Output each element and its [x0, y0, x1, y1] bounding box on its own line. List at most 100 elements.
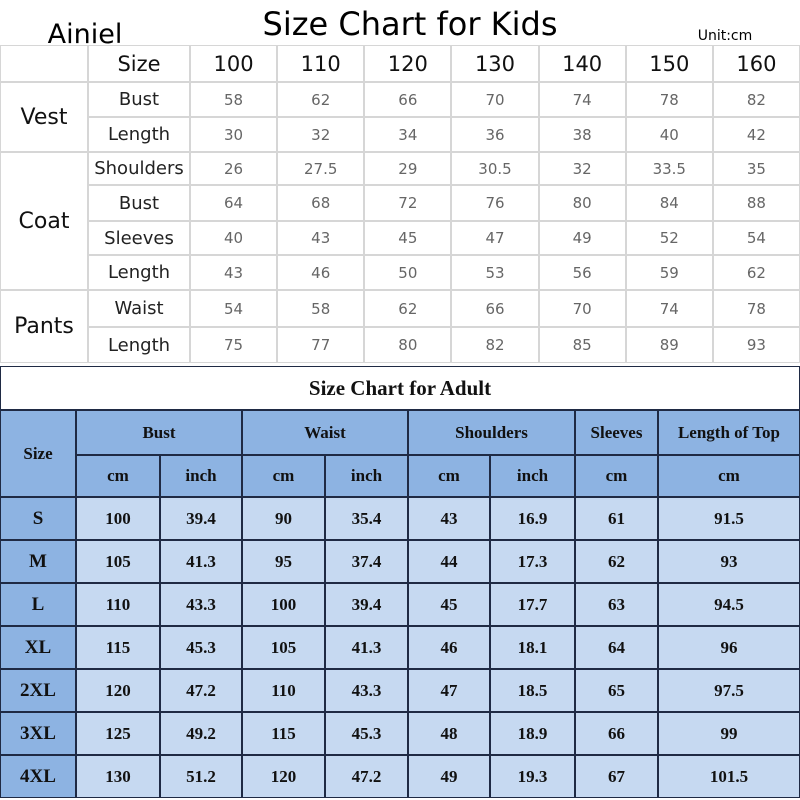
value-cell: 62 — [277, 82, 365, 117]
value-cell: 32 — [538, 152, 626, 185]
value-cell: 88 — [712, 185, 800, 221]
value-cell: 54 — [712, 221, 800, 255]
size-header: Size — [0, 410, 76, 497]
value-cell: 91.5 — [658, 497, 800, 540]
value-cell: 40 — [625, 117, 713, 152]
value-cell: 33.5 — [625, 152, 713, 185]
value-cell: 130 — [76, 755, 160, 798]
value-cell: 45 — [364, 221, 452, 255]
value-cell: 18.1 — [490, 626, 575, 669]
value-cell: 62 — [712, 255, 800, 290]
value-cell: 80 — [364, 327, 452, 363]
value-cell: 110 — [242, 669, 325, 712]
value-cell: 32 — [277, 117, 365, 152]
unit-header: cm — [575, 455, 658, 497]
value-cell: 84 — [625, 185, 713, 221]
value-cell: 48 — [408, 712, 490, 755]
column-header: Sleeves — [575, 410, 658, 455]
value-cell: 40 — [190, 221, 278, 255]
value-cell: 30 — [190, 117, 278, 152]
value-cell: 95 — [242, 540, 325, 583]
value-cell: 49 — [408, 755, 490, 798]
value-cell: 110 — [76, 583, 160, 626]
kids-title: Size Chart for Kids — [262, 5, 558, 43]
value-cell: 77 — [277, 327, 365, 363]
value-cell: 41.3 — [160, 540, 242, 583]
row-label: Waist — [88, 290, 190, 327]
value-cell: 72 — [364, 185, 452, 221]
value-cell: 59 — [625, 255, 713, 290]
value-cell: 74 — [625, 290, 713, 327]
value-cell: 47 — [408, 669, 490, 712]
size-cell: S — [0, 497, 76, 540]
value-cell: 18.5 — [490, 669, 575, 712]
column-header: Shoulders — [408, 410, 575, 455]
value-cell: 54 — [190, 290, 278, 327]
value-cell: 29 — [364, 152, 452, 185]
value-cell: 65 — [575, 669, 658, 712]
value-cell: 115 — [242, 712, 325, 755]
value-cell: 64 — [575, 626, 658, 669]
value-cell: 18.9 — [490, 712, 575, 755]
value-cell: 63 — [575, 583, 658, 626]
value-cell: 62 — [575, 540, 658, 583]
size-header: 140 — [538, 45, 626, 82]
value-cell: 46 — [408, 626, 490, 669]
value-cell: 120 — [242, 755, 325, 798]
value-cell: 66 — [364, 82, 452, 117]
value-cell: 94.5 — [658, 583, 800, 626]
value-cell: 101.5 — [658, 755, 800, 798]
value-cell: 52 — [625, 221, 713, 255]
value-cell: 42 — [712, 117, 800, 152]
value-cell: 90 — [242, 497, 325, 540]
row-label: Length — [88, 327, 190, 363]
value-cell: 70 — [538, 290, 626, 327]
value-cell: 43 — [277, 221, 365, 255]
value-cell: 50 — [364, 255, 452, 290]
value-cell: 39.4 — [325, 583, 408, 626]
unit-header: inch — [325, 455, 408, 497]
value-cell: 58 — [190, 82, 278, 117]
size-header: Size — [88, 45, 190, 82]
size-header: 100 — [190, 45, 278, 82]
value-cell: 66 — [451, 290, 539, 327]
value-cell: 47 — [451, 221, 539, 255]
value-cell: 105 — [242, 626, 325, 669]
size-header: 150 — [625, 45, 713, 82]
value-cell: 35 — [712, 152, 800, 185]
value-cell: 43.3 — [325, 669, 408, 712]
value-cell: 76 — [451, 185, 539, 221]
value-cell: 125 — [76, 712, 160, 755]
brand: Ainiel — [47, 18, 123, 50]
value-cell: 45.3 — [325, 712, 408, 755]
size-header: 110 — [277, 45, 365, 82]
value-cell: 39.4 — [160, 497, 242, 540]
value-cell: 64 — [190, 185, 278, 221]
value-cell: 26 — [190, 152, 278, 185]
value-cell: 45.3 — [160, 626, 242, 669]
value-cell: 66 — [575, 712, 658, 755]
size-header: 130 — [451, 45, 539, 82]
value-cell: 34 — [364, 117, 452, 152]
value-cell: 30.5 — [451, 152, 539, 185]
row-label: Length — [88, 117, 190, 152]
value-cell: 97.5 — [658, 669, 800, 712]
value-cell: 43 — [190, 255, 278, 290]
value-cell: 51.2 — [160, 755, 242, 798]
value-cell: 17.3 — [490, 540, 575, 583]
value-cell: 36 — [451, 117, 539, 152]
column-header: Waist — [242, 410, 408, 455]
value-cell: 56 — [538, 255, 626, 290]
group-label: Coat — [0, 152, 88, 290]
value-cell: 43 — [408, 497, 490, 540]
value-cell: 35.4 — [325, 497, 408, 540]
unit-header: cm — [658, 455, 800, 497]
unit-header: inch — [160, 455, 242, 497]
value-cell: 70 — [451, 82, 539, 117]
column-header: Length of Top — [658, 410, 800, 455]
row-label: Shoulders — [88, 152, 190, 185]
size-cell: L — [0, 583, 76, 626]
value-cell: 68 — [277, 185, 365, 221]
value-cell: 99 — [658, 712, 800, 755]
